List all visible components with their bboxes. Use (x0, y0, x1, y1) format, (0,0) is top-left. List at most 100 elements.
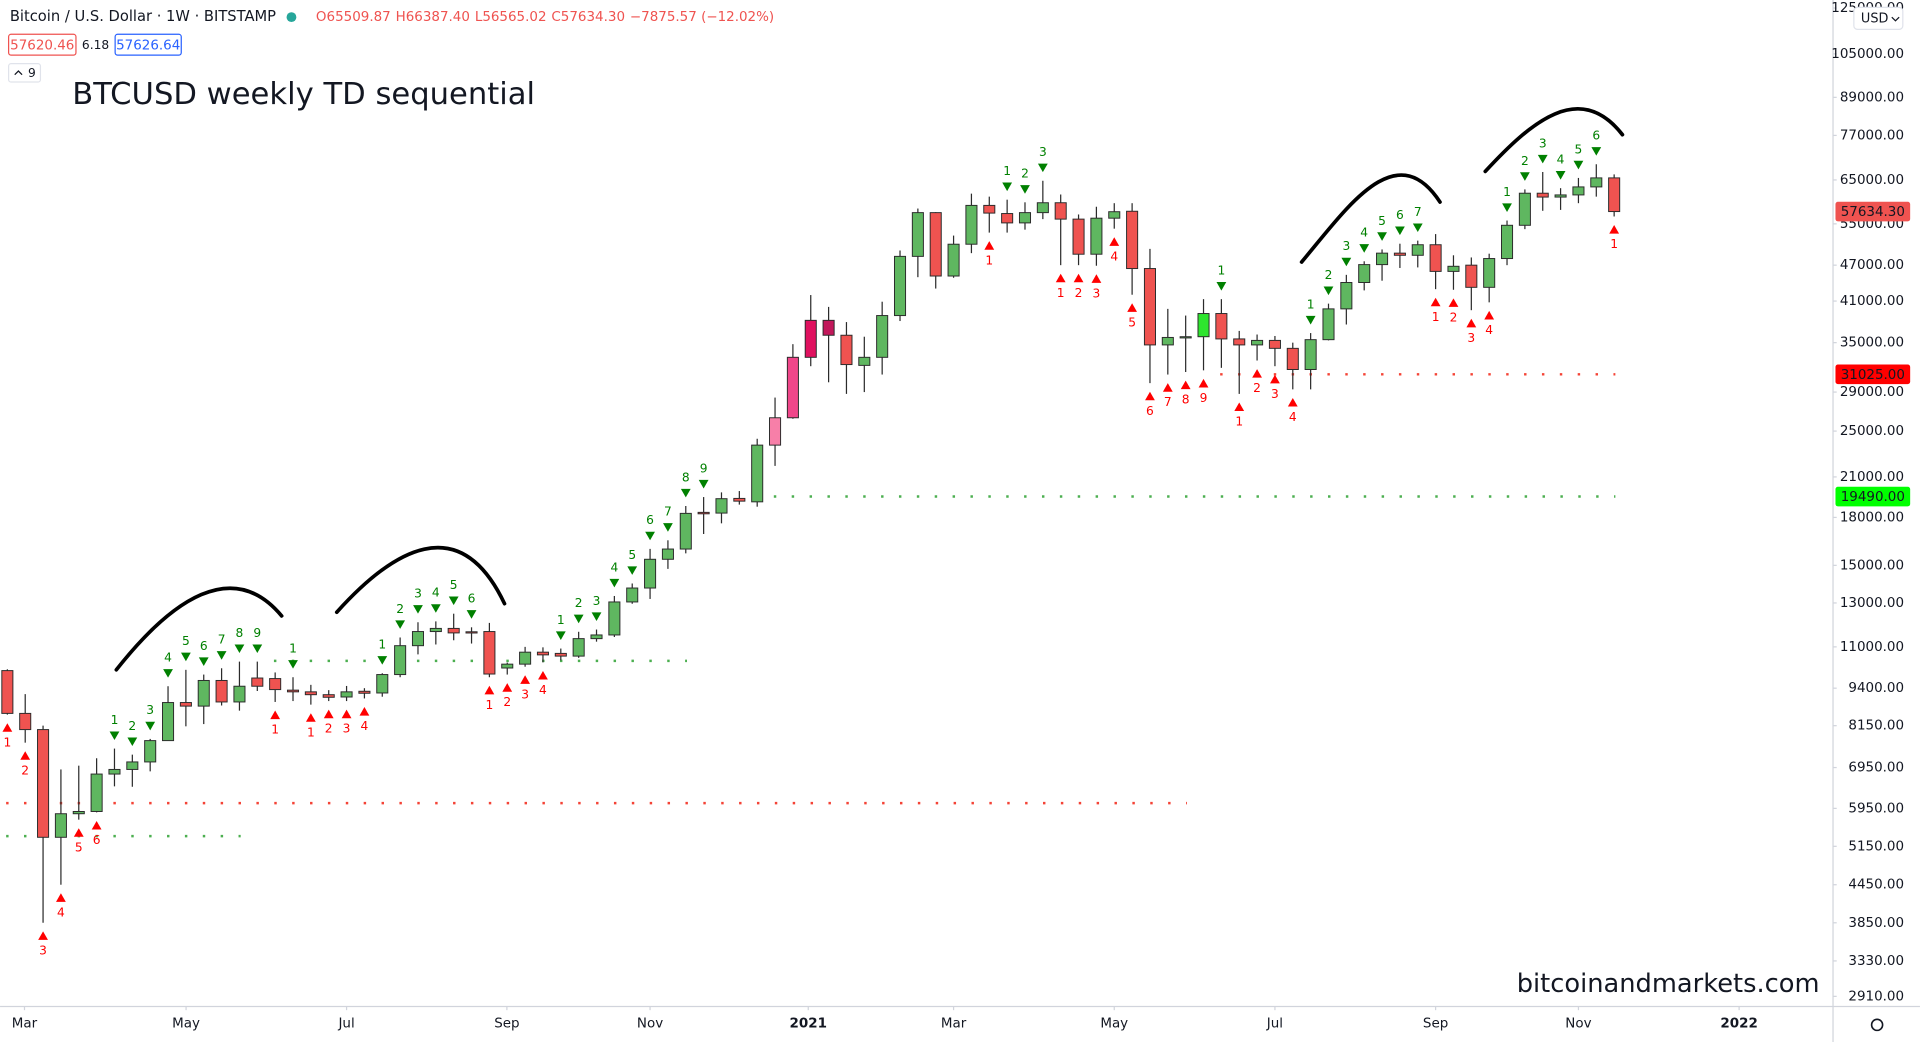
y-tick-label: 2910.00 (1848, 989, 1904, 1004)
td-buy-count: 6 (93, 833, 101, 847)
candle-body (233, 685, 246, 703)
td-sell-count: 3 (1039, 145, 1047, 159)
td-sell-count: 9 (700, 461, 708, 475)
td-sell-marker (1377, 232, 1387, 241)
candle-body (876, 315, 889, 358)
td-sell-marker (573, 614, 584, 624)
td-buy-marker (1198, 378, 1209, 388)
td-buy-marker (1055, 273, 1066, 283)
candle-body (37, 729, 50, 838)
y-tick-label: 18000.00 (1840, 510, 1904, 525)
td-sell-marker (627, 566, 638, 575)
y-tick-label: 35000.00 (1840, 336, 1904, 351)
candle-body (1572, 186, 1585, 196)
candle-body (911, 212, 924, 257)
td-sell-count: 4 (164, 651, 172, 665)
td-sell-count: 2 (396, 602, 404, 616)
td-sell-marker (1412, 223, 1423, 233)
td-sell-marker (663, 523, 673, 532)
td-buy-count: 1 (271, 723, 279, 737)
candle-body (1054, 202, 1067, 220)
td-buy-count: 4 (361, 719, 369, 733)
candle-body (1429, 244, 1442, 272)
candle-body (1322, 308, 1335, 341)
candle-body (572, 638, 585, 657)
td-buy-count: 1 (1235, 415, 1243, 429)
td-buy-marker (1145, 391, 1155, 401)
y-tick-label: 47000.00 (1840, 258, 1904, 273)
td-buy-marker (305, 713, 316, 722)
td-buy-count: 3 (1467, 331, 1475, 345)
td-sell-count: 4 (1557, 152, 1565, 166)
td-buy-count: 4 (1485, 323, 1493, 337)
bid-box (7, 33, 77, 56)
candle-body (411, 631, 425, 647)
td-buy-count: 4 (539, 683, 547, 697)
ohlc-item: C57634.30 (551, 10, 625, 25)
td-buy-count: 9 (1200, 391, 1208, 405)
td-sell-marker (252, 644, 263, 654)
candle-body (1304, 339, 1317, 370)
candle-body (1143, 268, 1156, 346)
candle-body (947, 243, 960, 277)
td-buy-count: 7 (1164, 395, 1172, 409)
candle-body (590, 634, 603, 640)
symbol: Bitcoin / U.S. Dollar · 1W · BITSTAMP (10, 8, 276, 25)
td-buy-marker (984, 241, 995, 250)
td-buy-marker (56, 893, 66, 902)
td-buy-marker (1609, 225, 1620, 234)
candle-body (715, 498, 728, 514)
ohlc-item: O65509.87 (316, 10, 391, 25)
ohlc-values: O65509.87 H66387.40 L56565.02 C57634.30 −787… (316, 10, 774, 25)
td-buy-count: 3 (1271, 387, 1279, 401)
ohlc-item: H66387.40 (396, 10, 470, 25)
candle-body (626, 587, 639, 603)
td-sell-marker (1519, 172, 1530, 181)
candle-body (1340, 282, 1353, 310)
td-sell-count: 7 (664, 505, 672, 519)
last-price-box (1835, 201, 1911, 222)
level-label: 19490.00 (1841, 490, 1905, 505)
td-sell-count: 5 (628, 548, 636, 562)
td-sell-count: 8 (682, 470, 690, 484)
td-buy-count: 3 (39, 943, 47, 957)
arc (114, 586, 284, 672)
settings-icon[interactable] (1870, 1018, 1884, 1032)
candle-body (144, 740, 157, 763)
candle-body (501, 663, 514, 669)
td-buy-marker (1270, 374, 1280, 384)
y-tick-label: 105000.00 (1831, 47, 1904, 62)
candle-body (1072, 218, 1085, 255)
arc (334, 545, 507, 615)
candle-body (1501, 224, 1514, 260)
y-tick-label: 6950.00 (1848, 761, 1904, 776)
td-sell-count: 6 (646, 513, 654, 527)
td-sell-marker (216, 651, 227, 660)
td-sell-marker (377, 656, 388, 665)
td-buy-marker (1466, 318, 1477, 328)
td-buy-count: 8 (1182, 393, 1190, 407)
candle-body (108, 768, 121, 775)
x-tick-label: 2021 (790, 1017, 827, 1032)
td-buy-count: 2 (1253, 381, 1261, 395)
level-label-box (1835, 364, 1911, 385)
td-sell-count: 5 (182, 634, 190, 648)
candle-body (1483, 258, 1496, 288)
td-sell-marker (1502, 203, 1512, 212)
candle-body (90, 773, 103, 812)
x-tick-label: Nov (1565, 1017, 1591, 1032)
candle-body (1518, 192, 1531, 226)
td-buy-marker (1073, 273, 1084, 283)
td-sell-count: 4 (432, 586, 440, 600)
x-tick-label: Jul (1266, 1017, 1283, 1032)
candle-body (162, 702, 175, 742)
td-buy-count: 3 (343, 722, 351, 736)
td-buy-marker (91, 820, 102, 830)
candle-body (1251, 339, 1264, 346)
indicator-toggle[interactable] (7, 63, 42, 83)
candle-body (1197, 313, 1210, 338)
currency-button[interactable] (1853, 6, 1904, 30)
